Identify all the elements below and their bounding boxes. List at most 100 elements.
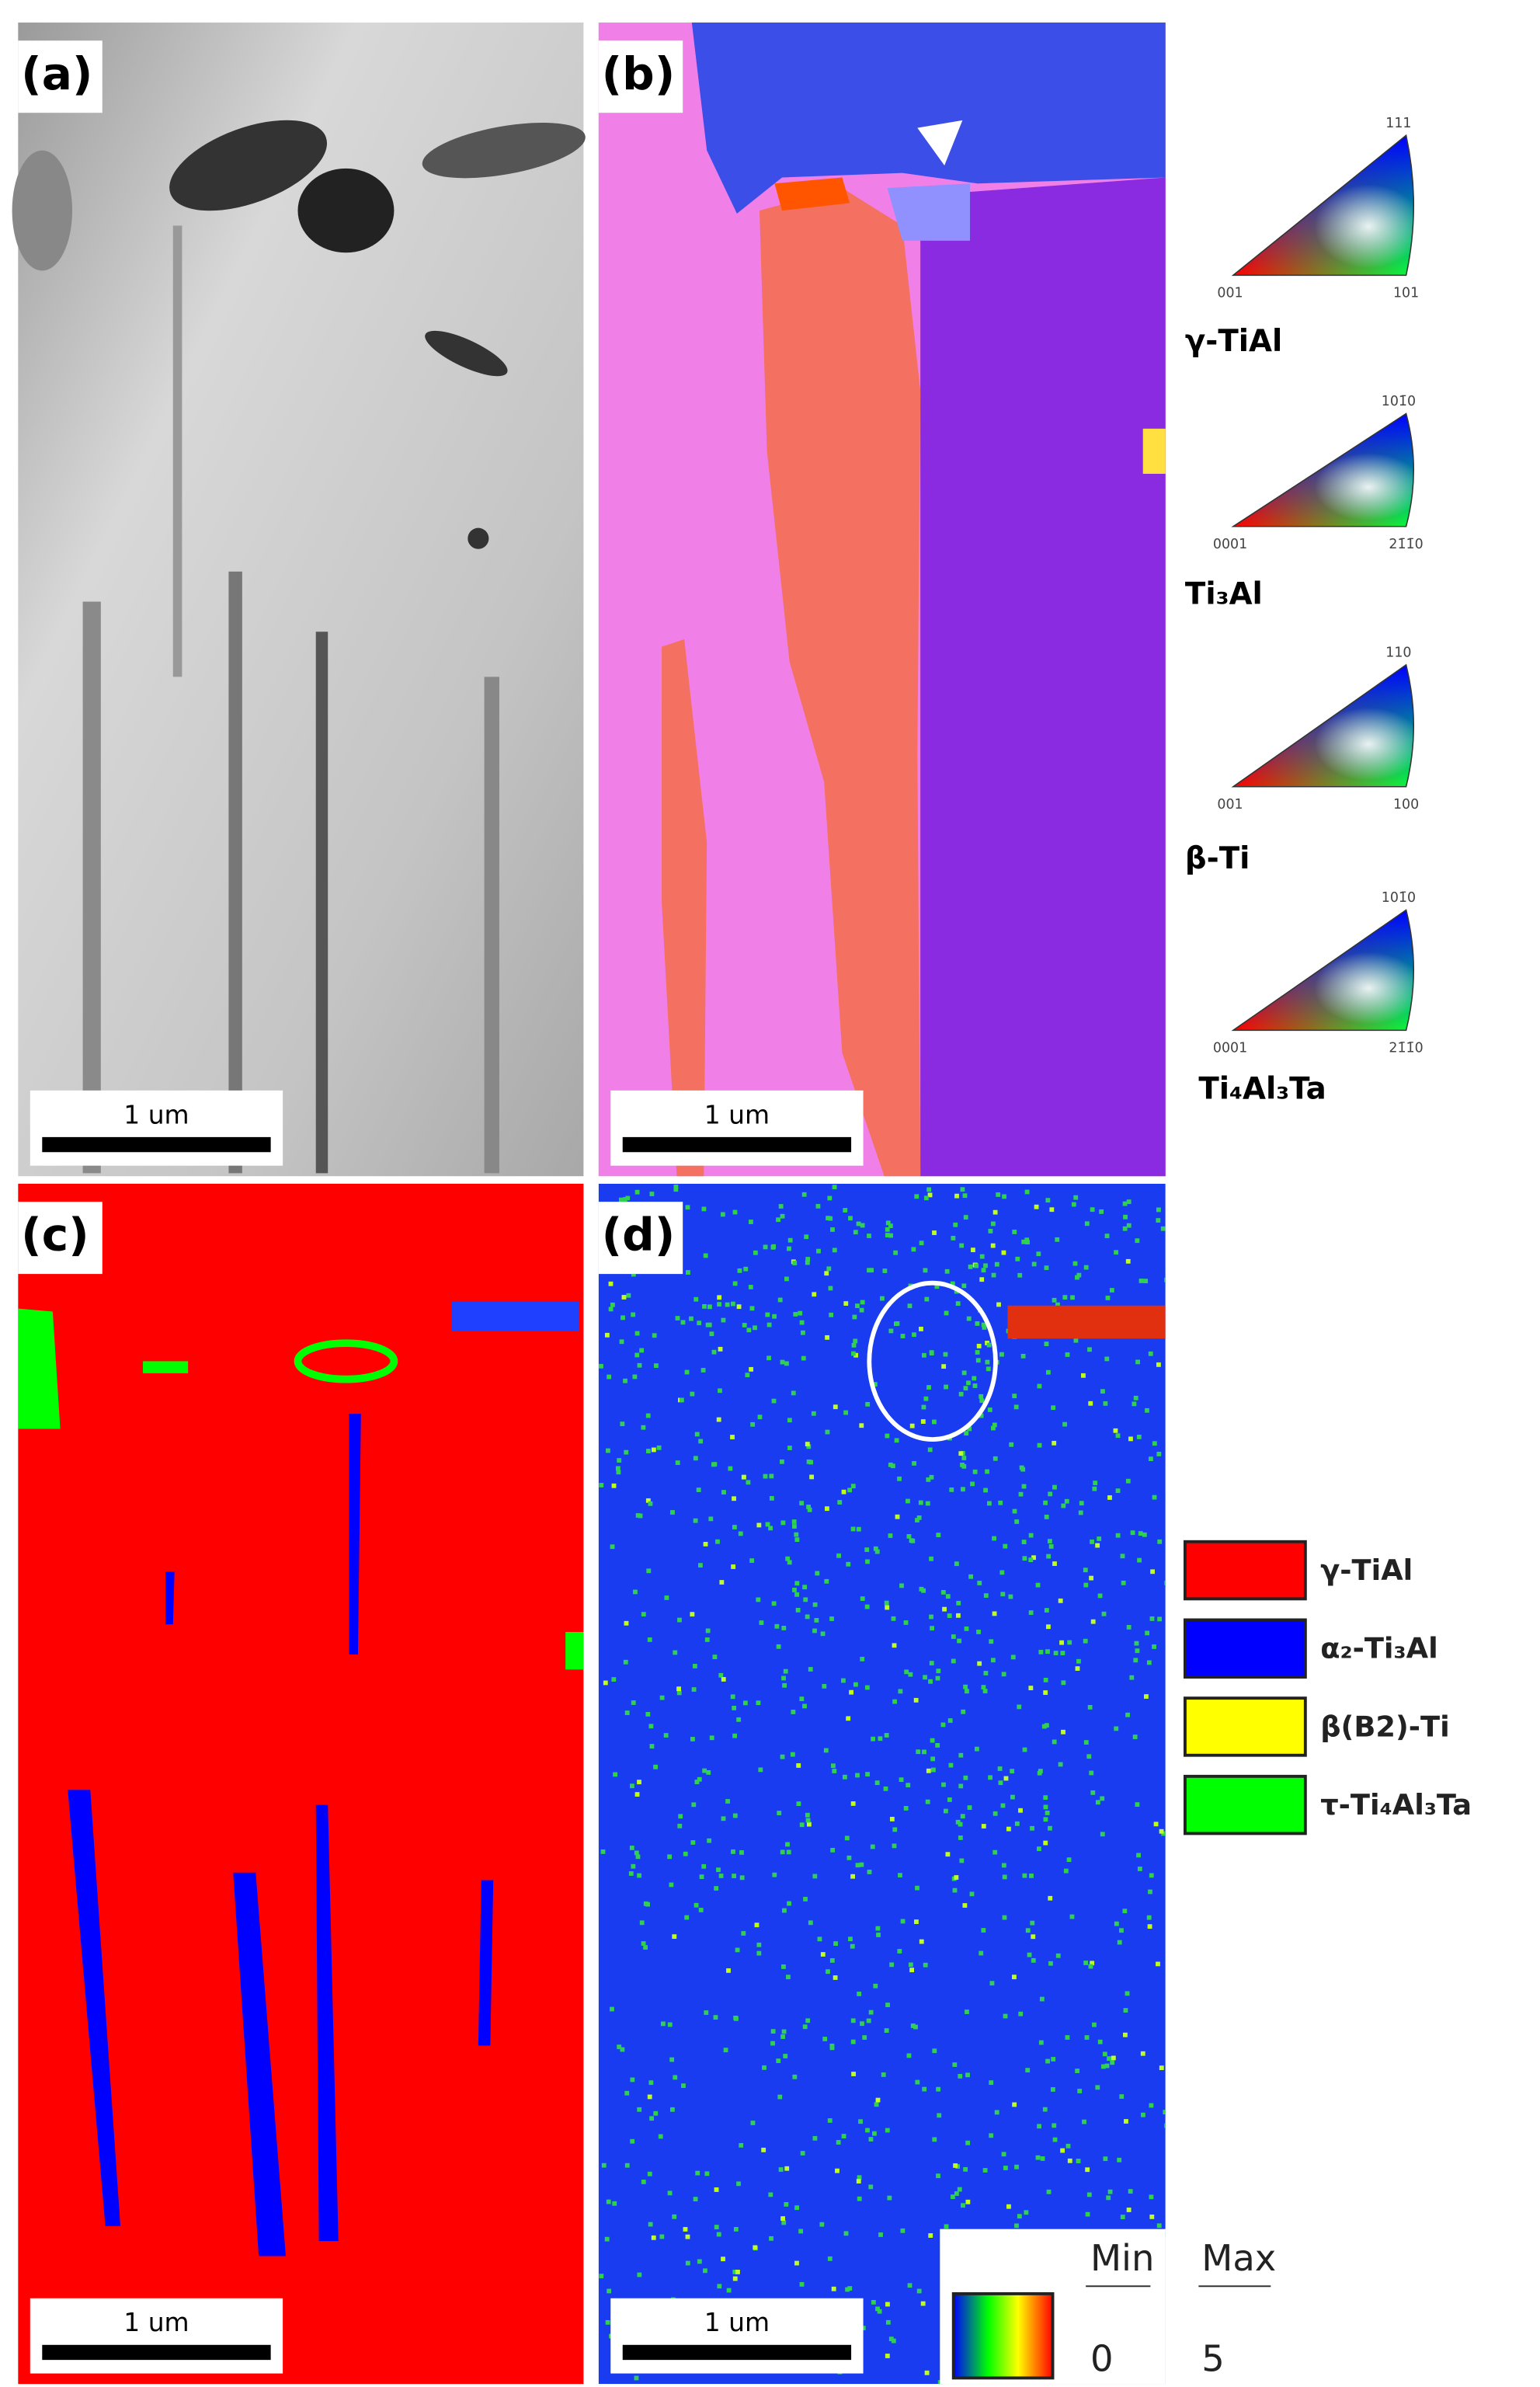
noise-dot (823, 1748, 829, 1753)
noise-dot (711, 1462, 716, 1467)
noise-dot (659, 2234, 665, 2239)
noise-dot (963, 1386, 968, 1391)
noise-dot (1149, 1616, 1155, 1621)
noise-dot (932, 2048, 937, 2054)
noise-dot (612, 2201, 617, 2206)
noise-dot (791, 1390, 796, 1396)
noise-dot (806, 1505, 812, 1509)
noise-dot (1020, 1467, 1026, 1472)
noise-dot (804, 1234, 809, 1240)
noise-dot (1031, 1555, 1036, 1561)
phase-name: τ-Ti₄Al₃Ta (1320, 1788, 1472, 1822)
noise-dot (781, 1964, 786, 1969)
noise-dot (952, 1888, 958, 1893)
noise-dot (1063, 1868, 1069, 1874)
noise-dot (965, 2072, 970, 2078)
noise-dot (1114, 1726, 1119, 1731)
noise-dot (1052, 1440, 1057, 1446)
noise-dot (611, 1677, 617, 1682)
noise-dot (631, 1863, 636, 1869)
noise-dot (1128, 1436, 1133, 1442)
noise-dot (906, 2053, 912, 2058)
noise-dot (1140, 2051, 1145, 2056)
noise-dot (867, 1234, 871, 1238)
noise-dot (667, 1854, 673, 1860)
noise-dot (947, 1613, 952, 1618)
noise-dot (1043, 1804, 1048, 1810)
noise-dot (843, 1410, 848, 1415)
noise-dot (962, 1193, 968, 1199)
noise-dot (898, 1689, 903, 1694)
noise-dot (822, 2037, 828, 2041)
noise-dot (957, 2187, 962, 2192)
noise-dot (643, 1901, 648, 1906)
noise-dot (908, 1962, 913, 1968)
noise-dot (801, 1330, 805, 1335)
noise-dot (909, 1538, 914, 1543)
noise-dot (956, 1600, 961, 1606)
noise-dot (989, 2080, 994, 2086)
noise-dot (757, 1414, 763, 1420)
phase-name: β(B2)-Ti (1320, 1710, 1450, 1743)
ipf-corner: 0001 (1213, 537, 1247, 552)
noise-dot (656, 1445, 662, 1450)
noise-dot (690, 1840, 696, 1845)
noise-dot (1123, 2008, 1128, 2013)
noise-dot (794, 1581, 800, 1586)
noise-dot (1042, 2107, 1048, 2112)
noise-dot (885, 1233, 890, 1238)
noise-dot (1013, 1404, 1019, 1410)
noise-dot (702, 1303, 707, 1309)
noise-dot (648, 1724, 654, 1729)
noise-dot (681, 2083, 686, 2088)
noise-dot (947, 1718, 953, 1723)
noise-dot (865, 2128, 870, 2133)
noise-dot (907, 1303, 913, 1309)
scale-bar-label: 1 um (123, 1099, 189, 1129)
phase-swatch (1183, 1618, 1307, 1679)
noise-dot (808, 1667, 813, 1672)
noise-dot (975, 1350, 980, 1355)
noise-dot (653, 2110, 659, 2116)
noise-dot (927, 1447, 933, 1453)
noise-dot (906, 1534, 912, 1539)
noise-dot (1044, 1265, 1049, 1271)
noise-dot (694, 1902, 699, 1908)
noise-dot (767, 1322, 772, 1327)
noise-dot (847, 2286, 853, 2291)
noise-dot (960, 1814, 965, 1819)
noise-dot (999, 1352, 1004, 1357)
noise-dot (1052, 1739, 1057, 1745)
noise-dot (673, 1650, 678, 1655)
noise-dot (986, 1366, 991, 1372)
noise-dot (1107, 2189, 1113, 2194)
noise-dot (827, 1195, 833, 1201)
noise-dot (830, 1227, 835, 1232)
noise-dot (859, 1307, 864, 1313)
noise-dot (890, 1463, 895, 1469)
noise-dot (716, 2232, 721, 2237)
noise-dot (1160, 1226, 1166, 1231)
noise-dot (634, 1189, 640, 1195)
noise-dot (714, 1886, 719, 1891)
noise-dot (1117, 2157, 1122, 2163)
noise-dot (1035, 2155, 1041, 2160)
noise-dot (1083, 1638, 1088, 1644)
noise-dot (983, 1593, 989, 1598)
noise-dot (1107, 2056, 1111, 2062)
noise-dot (721, 1816, 726, 1822)
noise-dot (758, 1767, 763, 1773)
noise-dot (923, 1396, 929, 1401)
phase-swatch (1183, 1774, 1307, 1835)
noise-dot (1025, 1928, 1031, 1933)
noise-dot (714, 2225, 719, 2230)
noise-dot (1109, 1288, 1114, 1293)
noise-dot (1100, 1389, 1105, 1394)
noise-dot (690, 1612, 695, 1617)
scale-bar-label: 1 um (704, 1099, 770, 1129)
noise-dot (1095, 2085, 1100, 2090)
noise-dot (930, 1626, 935, 1631)
noise-dot (930, 1767, 936, 1773)
noise-dot (828, 1216, 833, 1221)
